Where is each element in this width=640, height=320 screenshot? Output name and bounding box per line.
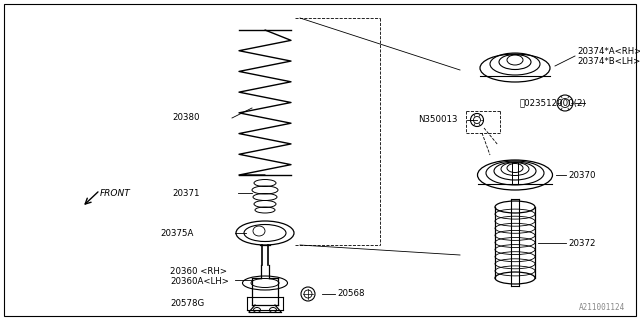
Text: 20371: 20371 <box>172 188 200 197</box>
Text: 20568: 20568 <box>337 290 365 299</box>
Text: N350013: N350013 <box>418 116 458 124</box>
Text: 20375A: 20375A <box>160 228 193 237</box>
Text: 20578G: 20578G <box>170 299 204 308</box>
Text: A211001124: A211001124 <box>579 303 625 312</box>
Text: FRONT: FRONT <box>100 188 131 197</box>
Text: 20374*A<RH>: 20374*A<RH> <box>577 47 640 57</box>
Text: 20360A<LH>: 20360A<LH> <box>170 276 229 285</box>
Text: Ⓝ023512000(2): Ⓝ023512000(2) <box>520 99 587 108</box>
Text: 20374*B<LH>: 20374*B<LH> <box>577 58 640 67</box>
Text: 20360 <RH>: 20360 <RH> <box>170 267 227 276</box>
Text: 20372: 20372 <box>568 238 595 247</box>
Text: 20380: 20380 <box>172 114 200 123</box>
Text: 20370: 20370 <box>568 171 595 180</box>
